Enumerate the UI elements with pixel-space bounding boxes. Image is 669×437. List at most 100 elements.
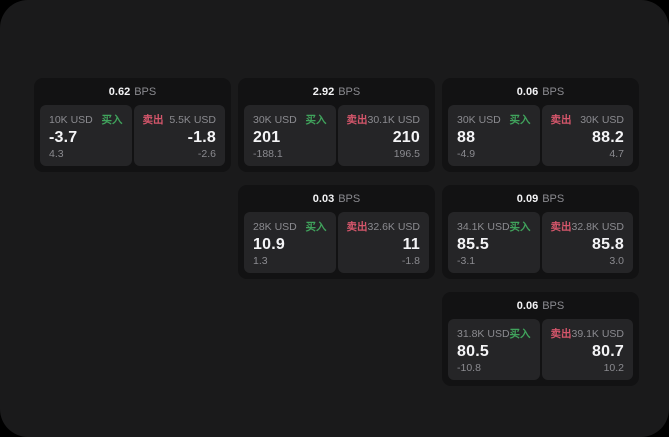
sell-label: 卖出	[346, 221, 368, 233]
sell-panel[interactable]: 卖出 30.1K USD 210 196.5	[337, 105, 429, 166]
sell-panel-top: 卖出 30.1K USD	[347, 112, 421, 127]
buy-panel-top: 30K USD 买入	[457, 112, 531, 127]
sell-label: 卖出	[550, 114, 572, 126]
quote-panels: 10K USD 买入 -3.7 4.3 卖出 5.5K USD -1.8 -2.…	[34, 102, 231, 172]
buy-price: 10.9	[253, 235, 285, 253]
buy-panel[interactable]: 28K USD 买入 10.9 1.3	[244, 212, 336, 273]
buy-panel[interactable]: 10K USD 买入 -3.7 4.3	[40, 105, 132, 166]
sell-delta: -2.6	[197, 148, 216, 160]
buy-price: 80.5	[457, 342, 489, 360]
quote-panels: 34.1K USD 买入 85.5 -3.1 卖出 32.8K USD 85.8…	[442, 209, 639, 279]
buy-price: -3.7	[49, 128, 78, 146]
sell-price: 80.7	[592, 342, 624, 360]
sell-size: 30K USD	[580, 113, 624, 126]
buy-delta: 4.3	[49, 148, 64, 160]
sell-price: 11	[402, 235, 420, 253]
sell-price: -1.8	[187, 128, 216, 146]
sell-panel-top: 卖出 30K USD	[551, 112, 625, 127]
buy-panel-top: 30K USD 买入	[253, 112, 327, 127]
bps-value: 0.06	[516, 85, 539, 98]
buy-size: 30K USD	[253, 113, 297, 126]
sell-size: 32.8K USD	[571, 220, 625, 233]
sell-size: 30.1K USD	[367, 113, 421, 126]
bps-value: 0.06	[516, 299, 539, 312]
buy-delta: -3.1	[457, 255, 476, 267]
buy-panel-top: 31.8K USD 买入	[457, 326, 531, 341]
sell-label: 卖出	[346, 114, 368, 126]
card-header: 0.62 BPS	[34, 78, 231, 102]
quote-card: 0.06 BPS 30K USD 买入 88 -4.9 卖出 30K USD	[442, 78, 639, 172]
bps-unit-label: BPS	[338, 85, 361, 98]
card-header: 0.09 BPS	[442, 185, 639, 209]
buy-panel-top: 34.1K USD 买入	[457, 219, 531, 234]
buy-delta: -4.9	[457, 148, 476, 160]
sell-size: 5.5K USD	[169, 113, 216, 126]
quote-card: 0.09 BPS 34.1K USD 买入 85.5 -3.1 卖出 32.8K…	[442, 185, 639, 279]
buy-panel[interactable]: 31.8K USD 买入 80.5 -10.8	[448, 319, 540, 380]
buy-label: 买入	[509, 114, 531, 126]
buy-label: 买入	[509, 221, 531, 233]
quote-card: 0.06 BPS 31.8K USD 买入 80.5 -10.8 卖出 39.1…	[442, 292, 639, 386]
sell-panel[interactable]: 卖出 39.1K USD 80.7 10.2	[541, 319, 633, 380]
bps-value: 2.92	[312, 85, 335, 98]
sell-delta: -1.8	[401, 255, 420, 267]
sell-price: 88.2	[592, 128, 624, 146]
buy-label: 买入	[305, 114, 327, 126]
sell-panel-top: 卖出 32.6K USD	[347, 219, 421, 234]
card-header: 0.03 BPS	[238, 185, 435, 209]
bps-value: 0.03	[312, 192, 335, 205]
buy-delta: -10.8	[457, 362, 481, 374]
buy-panel-top: 28K USD 买入	[253, 219, 327, 234]
sell-delta: 3.0	[609, 255, 624, 267]
bps-unit-label: BPS	[338, 192, 361, 205]
sell-size: 32.6K USD	[367, 220, 421, 233]
buy-label: 买入	[305, 221, 327, 233]
sell-panel-top: 卖出 39.1K USD	[551, 326, 625, 341]
quote-card: 0.62 BPS 10K USD 买入 -3.7 4.3 卖出 5.5K USD	[34, 78, 231, 172]
buy-size: 31.8K USD	[457, 327, 510, 340]
buy-price: 88	[457, 128, 476, 146]
sell-price: 210	[392, 128, 420, 146]
buy-price: 201	[253, 128, 281, 146]
buy-panel[interactable]: 30K USD 买入 201 -188.1	[244, 105, 336, 166]
sell-delta: 4.7	[609, 148, 624, 160]
sell-label: 卖出	[550, 221, 572, 233]
bps-unit-label: BPS	[542, 192, 565, 205]
bps-value: 0.62	[108, 85, 131, 98]
sell-delta: 196.5	[393, 148, 420, 160]
sell-panel-top: 卖出 32.8K USD	[551, 219, 625, 234]
buy-panel[interactable]: 30K USD 买入 88 -4.9	[448, 105, 540, 166]
sell-panel[interactable]: 卖出 32.6K USD 11 -1.8	[337, 212, 429, 273]
card-header: 0.06 BPS	[442, 78, 639, 102]
buy-size: 30K USD	[457, 113, 501, 126]
quote-grid: 0.62 BPS 10K USD 买入 -3.7 4.3 卖出 5.5K USD	[34, 78, 639, 386]
buy-size: 10K USD	[49, 113, 93, 126]
buy-label: 买入	[101, 114, 123, 126]
sell-panel[interactable]: 卖出 5.5K USD -1.8 -2.6	[133, 105, 225, 166]
buy-delta: 1.3	[253, 255, 268, 267]
buy-panel-top: 10K USD 买入	[49, 112, 123, 127]
buy-delta: -188.1	[253, 148, 283, 160]
sell-label: 卖出	[550, 328, 572, 340]
quote-panels: 28K USD 买入 10.9 1.3 卖出 32.6K USD 11 -1.8	[238, 209, 435, 279]
sell-panel[interactable]: 卖出 30K USD 88.2 4.7	[541, 105, 633, 166]
quote-panels: 31.8K USD 买入 80.5 -10.8 卖出 39.1K USD 80.…	[442, 316, 639, 386]
sell-delta: 10.2	[603, 362, 624, 374]
sell-panel-top: 卖出 5.5K USD	[143, 112, 217, 127]
sell-panel[interactable]: 卖出 32.8K USD 85.8 3.0	[541, 212, 633, 273]
card-header: 0.06 BPS	[442, 292, 639, 316]
bps-unit-label: BPS	[542, 85, 565, 98]
quote-card: 0.03 BPS 28K USD 买入 10.9 1.3 卖出 32.6K US…	[238, 185, 435, 279]
sell-label: 卖出	[142, 114, 164, 126]
quote-panels: 30K USD 买入 201 -188.1 卖出 30.1K USD 210 1…	[238, 102, 435, 172]
buy-label: 买入	[509, 328, 531, 340]
sell-price: 85.8	[592, 235, 624, 253]
card-header: 2.92 BPS	[238, 78, 435, 102]
bps-unit-label: BPS	[134, 85, 157, 98]
buy-panel[interactable]: 34.1K USD 买入 85.5 -3.1	[448, 212, 540, 273]
bps-value: 0.09	[516, 192, 539, 205]
buy-size: 34.1K USD	[457, 220, 510, 233]
quote-card: 2.92 BPS 30K USD 买入 201 -188.1 卖出 30.1K …	[238, 78, 435, 172]
buy-price: 85.5	[457, 235, 489, 253]
